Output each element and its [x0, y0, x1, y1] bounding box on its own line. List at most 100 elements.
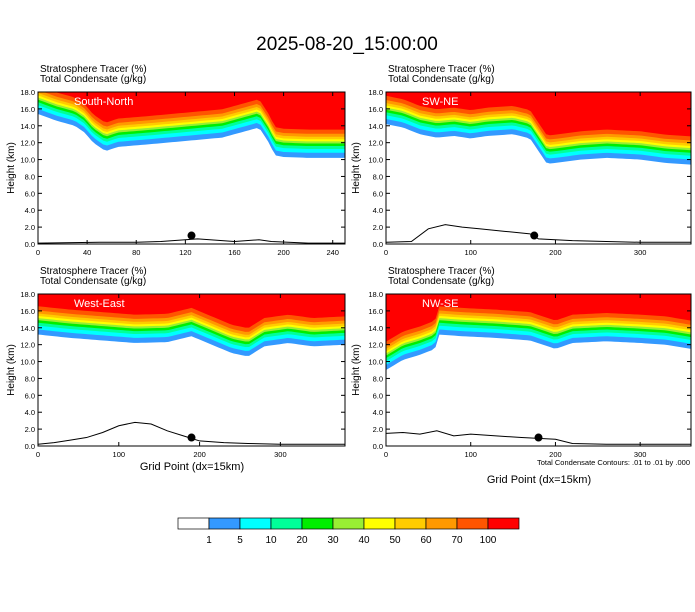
y-tick-label: 18.0 [368, 290, 383, 299]
y-tick-label: 4.0 [25, 408, 35, 417]
panel-header-condensate: Total Condensate (g/kg) [40, 74, 146, 85]
colorbar-swatch [301, 517, 334, 530]
colorbar-swatch [394, 517, 427, 530]
y-tick-label: 10.0 [20, 156, 35, 165]
y-tick-label: 12.0 [20, 341, 35, 350]
colorbar: 1 5 10 20 30 40 50 60 70 100 [177, 517, 520, 546]
panel-header-tracer: Stratosphere Tracer (%) [388, 64, 495, 75]
colorbar-label: 100 [480, 535, 497, 546]
y-tick-label: 18.0 [368, 88, 383, 97]
y-tick-label: 12.0 [368, 341, 383, 350]
colorbar-label: 50 [389, 535, 401, 546]
location-marker [187, 433, 196, 442]
y-tick-label: 10.0 [20, 358, 35, 367]
colorbar-swatch [363, 517, 396, 530]
y-tick-label: 2.0 [25, 223, 35, 232]
y-tick-label: 6.0 [25, 189, 35, 198]
colorbar-swatch [270, 517, 303, 530]
y-tick-label: 6.0 [373, 391, 383, 400]
y-tick-label: 16.0 [20, 105, 35, 114]
location-marker [530, 231, 539, 240]
x-tick-label: 0 [384, 450, 388, 459]
y-tick-label: 0.0 [373, 240, 383, 249]
x-tick-label: 200 [549, 450, 562, 459]
y-tick-label: 16.0 [368, 307, 383, 316]
y-tick-label: 12.0 [20, 139, 35, 148]
y-tick-label: 2.0 [373, 425, 383, 434]
x-tick-label: 200 [193, 450, 206, 459]
y-tick-label: 4.0 [25, 206, 35, 215]
contour-note: Total Condensate Contours: .01 to .01 by… [537, 458, 690, 467]
x-tick-label: 0 [36, 450, 40, 459]
panel-header-condensate: Total Condensate (g/kg) [40, 276, 146, 287]
panel-name: NW-SE [422, 298, 458, 310]
y-tick-label: 6.0 [25, 391, 35, 400]
y-tick-label: 18.0 [20, 290, 35, 299]
x-tick-label: 0 [36, 248, 40, 257]
y-tick-label: 10.0 [368, 156, 383, 165]
panel-sw-ne: Stratosphere Tracer (%) Total Condensate… [351, 64, 692, 257]
x-tick-label: 300 [634, 450, 647, 459]
x-tick-label: 100 [464, 450, 477, 459]
x-tick-label: 160 [228, 248, 241, 257]
colorbar-label: 1 [206, 535, 212, 546]
y-tick-label: 0.0 [373, 442, 383, 451]
y-tick-label: 14.0 [20, 324, 35, 333]
colorbar-label: 60 [420, 535, 432, 546]
x-tick-label: 300 [634, 248, 647, 257]
y-tick-label: 10.0 [368, 358, 383, 367]
colorbar-label: 40 [358, 535, 370, 546]
x-axis-label: Grid Point (dx=15km) [487, 474, 591, 486]
y-tick-label: 16.0 [20, 307, 35, 316]
terrain-profile [38, 421, 345, 445]
tracer-band-100 [386, 92, 691, 137]
x-tick-label: 200 [549, 248, 562, 257]
x-tick-label: 120 [179, 248, 192, 257]
y-tick-label: 18.0 [20, 88, 35, 97]
terrain-profile [386, 430, 691, 445]
x-axis-label: Grid Point (dx=15km) [140, 461, 244, 473]
colorbar-swatch [487, 517, 520, 530]
tracer-band-100 [386, 294, 691, 342]
colorbar-swatch [208, 517, 241, 530]
colorbar-label: 30 [327, 535, 339, 546]
panel-header-tracer: Stratosphere Tracer (%) [388, 266, 495, 277]
y-tick-label: 2.0 [25, 425, 35, 434]
y-tick-label: 4.0 [373, 408, 383, 417]
x-tick-label: 80 [132, 248, 140, 257]
y-axis-label: Height (km) [6, 344, 17, 396]
y-tick-label: 8.0 [373, 172, 383, 181]
location-marker [187, 231, 196, 240]
y-tick-label: 14.0 [368, 122, 383, 131]
colorbar-label: 70 [451, 535, 463, 546]
location-marker [534, 433, 543, 442]
colorbar-label: 20 [296, 535, 308, 546]
colorbar-label: 10 [265, 535, 277, 546]
colorbar-swatch [456, 517, 489, 530]
x-tick-label: 300 [274, 450, 287, 459]
x-tick-label: 0 [384, 248, 388, 257]
y-axis-label: Height (km) [351, 142, 362, 194]
tracer-field [38, 294, 345, 446]
tracer-field [38, 92, 345, 244]
tracer-field [386, 92, 691, 244]
x-tick-label: 240 [326, 248, 339, 257]
panel-nw-se: Stratosphere Tracer (%) Total Condensate… [351, 266, 692, 486]
panel-header-tracer: Stratosphere Tracer (%) [40, 64, 147, 75]
panel-south-north: Stratosphere Tracer (%) Total Condensate… [6, 64, 346, 257]
y-tick-label: 16.0 [368, 105, 383, 114]
y-tick-label: 0.0 [25, 240, 35, 249]
terrain-profile [386, 224, 691, 243]
x-tick-label: 40 [83, 248, 91, 257]
panel-west-east: Stratosphere Tracer (%) Total Condensate… [6, 266, 346, 473]
colorbar-label: 5 [237, 535, 243, 546]
x-tick-label: 100 [464, 248, 477, 257]
y-tick-label: 14.0 [20, 122, 35, 131]
y-tick-label: 14.0 [368, 324, 383, 333]
plot-frame [385, 293, 692, 447]
colorbar-swatch [239, 517, 272, 530]
y-tick-label: 2.0 [373, 223, 383, 232]
y-tick-label: 4.0 [373, 206, 383, 215]
y-axis-label: Height (km) [351, 344, 362, 396]
